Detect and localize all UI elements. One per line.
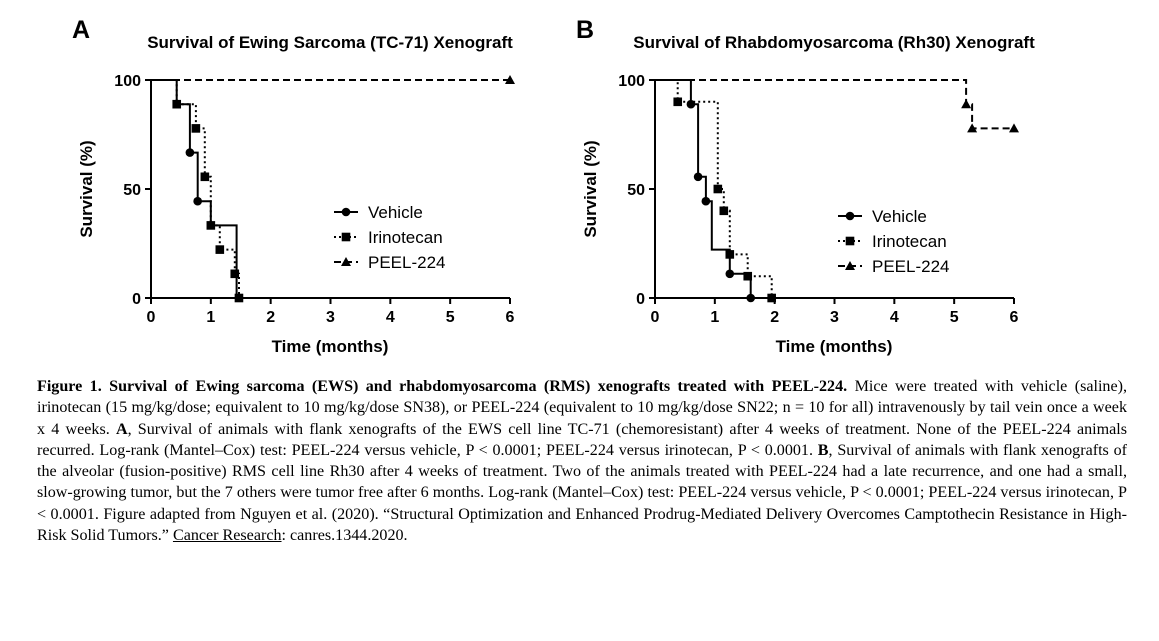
panel-a-vehicle-marker: [185, 148, 195, 157]
panel-b-vehicle-marker: [725, 269, 735, 279]
panel-b-x-tick-label: 4: [890, 309, 899, 326]
panel-b-irinotecan-marker: [673, 97, 683, 107]
panel-a-vehicle-curve: [151, 79, 238, 298]
panel-a-x-tick-label: 6: [506, 309, 515, 326]
panel-a-peel-224-marker: [505, 75, 515, 84]
panel-a-irinotecan-curve: [151, 79, 240, 298]
panel-b-irinotecan-marker: [725, 250, 735, 259]
panel-b-x-tick-label: 0: [651, 309, 660, 326]
panel-b-irinotecan-marker: [743, 271, 753, 281]
panel-b-axes: 0 1 2 3 4 5 6 0 50 100: [618, 73, 1018, 326]
panel-a-letter: A: [72, 16, 90, 44]
panel-b-irinotecan-marker: [767, 293, 776, 303]
caption-panel-a-label: A: [115, 420, 128, 438]
panel-a-y-axis-title: Survival (%): [77, 140, 96, 237]
panel-b-vehicle-marker: [693, 172, 703, 182]
caption-panel-b-label: B: [817, 441, 829, 459]
panel-a-x-tick-label: 1: [206, 309, 215, 326]
panel-b-series: [655, 79, 1019, 303]
panel-a-irinotecan-marker: [191, 124, 201, 133]
panel-b-y-tick-label: 50: [627, 182, 645, 199]
panel-b-y-tick-label: 100: [618, 73, 645, 90]
panel-b-irinotecan-marker: [713, 184, 723, 194]
panel-a-legend-peel-224-label: PEEL-224: [368, 253, 446, 272]
panel-a-irinotecan-marker: [206, 221, 216, 230]
panel-b-vehicle-curve: [655, 79, 752, 298]
panel-b-x-tick-label: 3: [830, 309, 839, 326]
panel-b: B Survival of Rhabdomyosarcoma (Rh30) Xe…: [576, 16, 1035, 356]
panel-b-irinotecan-marker: [719, 206, 729, 216]
panel-b-peel-224-marker: [1009, 123, 1019, 133]
panel-a-y-tick-label: 100: [114, 73, 141, 90]
panel-b-legend-peel-224-marker: [845, 261, 855, 270]
panel-b-letter: B: [576, 16, 594, 44]
panel-b-legend-vehicle-marker: [845, 211, 855, 221]
panel-b-x-tick-label: 2: [770, 309, 779, 326]
caption-doi: : canres.1344.2020.: [281, 527, 408, 545]
panel-a-legend-irinotecan-marker: [341, 232, 351, 242]
panel-b-peel-224-curve: [655, 79, 1014, 130]
panel-a-x-tick-label: 4: [386, 309, 395, 326]
panel-b-legend-peel-224-label: PEEL-224: [872, 257, 950, 276]
panel-b-legend-vehicle-label: Vehicle: [872, 207, 927, 226]
panel-a-irinotecan-marker: [172, 99, 182, 109]
panel-a-title: Survival of Ewing Sarcoma (TC-71) Xenogr…: [147, 33, 513, 52]
figure-caption: Figure 1. Survival of Ewing sarcoma (EWS…: [37, 376, 1127, 546]
panel-a-legend-irinotecan-label: Irinotecan: [368, 228, 443, 247]
panel-b-legend: Vehicle Irinotecan PEEL-224: [838, 207, 950, 276]
panel-b-x-tick-label: 1: [710, 309, 719, 326]
panel-b-legend-irinotecan-marker: [845, 236, 855, 246]
panel-a-legend-peel-224-marker: [341, 257, 351, 266]
panel-a-x-tick-label: 0: [147, 309, 156, 326]
panel-a-irinotecan-marker: [230, 269, 240, 279]
panel-a-legend-vehicle-marker: [341, 207, 351, 217]
caption-lead: Figure 1. Survival of Ewing sarcoma (EWS…: [37, 378, 848, 395]
panel-a-irinotecan-marker: [215, 245, 225, 254]
panel-a: A Survival of Ewing Sarcoma (TC-71) Xeno…: [72, 16, 515, 356]
panel-a-x-tick-label: 5: [446, 309, 455, 326]
panel-b-y-tick-label: 0: [636, 291, 645, 308]
panel-a-irinotecan-marker: [200, 172, 210, 182]
caption-panel-b-text: , Survival of animals with flank xenogra…: [37, 441, 1127, 545]
panel-a-y-tick-label: 50: [123, 182, 141, 199]
panel-a-irinotecan-marker: [234, 293, 244, 303]
caption-methods: Mice were treated with vehicle (saline),…: [37, 378, 1127, 438]
panel-b-x-tick-label: 6: [1010, 309, 1019, 326]
panel-a-x-tick-label: 2: [266, 309, 275, 326]
panel-a-axes: 0 1 2 3 4 5 6 0 50 100: [114, 73, 514, 326]
panel-b-vehicle-marker: [746, 293, 756, 303]
panel-b-legend-irinotecan-label: Irinotecan: [872, 232, 947, 251]
panel-b-title: Survival of Rhabdomyosarcoma (Rh30) Xeno…: [633, 33, 1035, 52]
panel-b-vehicle-marker: [701, 196, 711, 206]
panel-a-x-axis-title: Time (months): [272, 337, 389, 356]
panel-b-irinotecan-curve: [655, 79, 773, 298]
panel-a-x-tick-label: 3: [326, 309, 335, 326]
caption-journal-link: Cancer Research: [172, 527, 282, 545]
panel-b-y-axis-title: Survival (%): [581, 140, 600, 237]
panel-a-series: [151, 75, 515, 303]
caption-panel-a-text: , Survival of animals with flank xenogra…: [37, 420, 1127, 459]
panel-b-x-tick-label: 5: [950, 309, 959, 326]
panel-a-legend: Vehicle Irinotecan PEEL-224: [334, 203, 446, 272]
figure-panels: A Survival of Ewing Sarcoma (TC-71) Xeno…: [72, 16, 1035, 356]
panel-a-vehicle-marker: [193, 196, 202, 206]
panel-a-legend-vehicle-label: Vehicle: [368, 203, 423, 222]
panel-b-peel-224-marker: [961, 99, 972, 109]
panel-a-y-tick-label: 0: [132, 291, 141, 308]
panel-b-peel-224-marker: [967, 123, 978, 133]
panel-b-x-axis-title: Time (months): [776, 337, 893, 356]
